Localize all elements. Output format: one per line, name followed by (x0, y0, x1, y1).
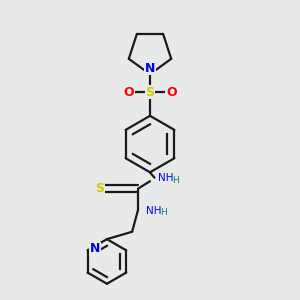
Text: O: O (166, 85, 177, 98)
Text: NH: NH (146, 206, 161, 216)
Text: H: H (160, 208, 167, 217)
Text: S: S (146, 85, 154, 98)
Text: NH: NH (158, 173, 173, 183)
Text: N: N (145, 62, 155, 75)
Text: N: N (90, 242, 100, 255)
Text: H: H (172, 176, 178, 184)
Text: S: S (95, 182, 104, 195)
Text: O: O (123, 85, 134, 98)
